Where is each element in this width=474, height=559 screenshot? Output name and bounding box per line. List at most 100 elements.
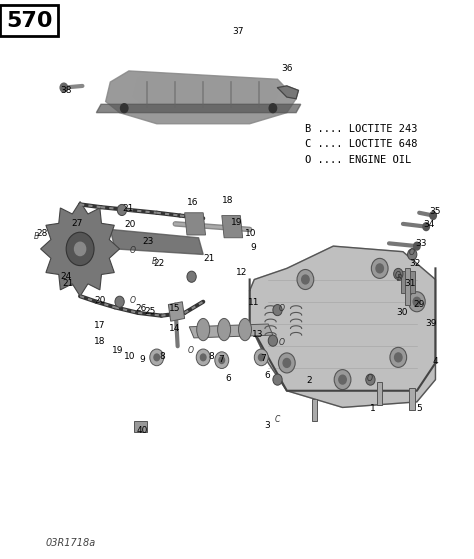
Circle shape <box>301 275 309 284</box>
Text: C: C <box>275 415 280 424</box>
Text: 9: 9 <box>139 354 145 363</box>
Text: O: O <box>129 296 136 305</box>
Circle shape <box>154 354 160 361</box>
Text: 14: 14 <box>169 324 180 333</box>
Text: 28: 28 <box>36 229 47 238</box>
Polygon shape <box>41 202 119 296</box>
Ellipse shape <box>238 319 252 340</box>
Polygon shape <box>134 75 277 112</box>
Text: 21: 21 <box>122 204 134 213</box>
Text: 570: 570 <box>6 11 52 31</box>
Text: O .... ENGINE OIL: O .... ENGINE OIL <box>305 155 411 165</box>
Text: 8: 8 <box>159 352 165 361</box>
Circle shape <box>283 358 291 367</box>
Text: 11: 11 <box>247 299 259 307</box>
Text: B: B <box>397 274 402 283</box>
Text: 22: 22 <box>154 259 164 268</box>
Circle shape <box>269 104 277 112</box>
Circle shape <box>334 369 351 390</box>
Text: 15: 15 <box>169 304 180 313</box>
Text: 39: 39 <box>425 320 437 329</box>
Text: 23: 23 <box>143 237 154 246</box>
Text: 6: 6 <box>264 371 270 380</box>
Circle shape <box>66 232 94 266</box>
Text: 30: 30 <box>396 309 408 318</box>
Text: B .... LOCTITE 243: B .... LOCTITE 243 <box>305 124 418 134</box>
Text: 7: 7 <box>218 354 224 363</box>
Text: 33: 33 <box>416 239 427 248</box>
Text: 31: 31 <box>404 280 416 288</box>
Text: 03R1718a: 03R1718a <box>46 538 96 548</box>
Text: 35: 35 <box>430 207 441 216</box>
Text: 13: 13 <box>252 329 264 339</box>
Text: 10: 10 <box>245 229 256 238</box>
Circle shape <box>423 223 429 230</box>
Text: B: B <box>34 231 39 240</box>
Circle shape <box>117 205 127 216</box>
Text: 20: 20 <box>124 220 136 230</box>
Circle shape <box>254 349 268 366</box>
Text: 18: 18 <box>94 337 106 346</box>
Polygon shape <box>277 86 299 99</box>
Text: 21: 21 <box>203 254 214 263</box>
Text: 34: 34 <box>423 220 434 230</box>
Text: 10: 10 <box>124 352 136 361</box>
Circle shape <box>413 297 420 306</box>
Text: O: O <box>187 346 193 355</box>
Text: O: O <box>278 305 284 314</box>
Circle shape <box>376 264 383 273</box>
Circle shape <box>258 354 264 361</box>
Circle shape <box>297 269 314 290</box>
Text: 20: 20 <box>94 296 106 305</box>
Circle shape <box>408 249 417 260</box>
Circle shape <box>414 242 420 250</box>
Text: O: O <box>366 374 373 383</box>
Text: C .... LOCTITE 648: C .... LOCTITE 648 <box>305 139 418 149</box>
Text: 27: 27 <box>71 219 82 229</box>
Polygon shape <box>189 324 273 338</box>
Circle shape <box>150 349 164 366</box>
Text: 7: 7 <box>260 354 265 363</box>
Circle shape <box>371 258 388 278</box>
Ellipse shape <box>218 319 231 340</box>
Polygon shape <box>401 271 415 293</box>
Circle shape <box>74 242 86 255</box>
Text: 25: 25 <box>144 307 155 316</box>
Polygon shape <box>410 388 415 410</box>
Text: 1: 1 <box>370 404 375 413</box>
Circle shape <box>215 352 229 368</box>
Polygon shape <box>250 246 436 408</box>
Text: 17: 17 <box>94 321 106 330</box>
Text: 6: 6 <box>226 374 232 383</box>
Text: 16: 16 <box>187 198 199 207</box>
Text: O: O <box>408 248 414 257</box>
Circle shape <box>201 354 206 361</box>
Text: 4: 4 <box>433 357 438 366</box>
Text: 21: 21 <box>62 280 73 288</box>
Polygon shape <box>184 213 206 235</box>
Text: 26: 26 <box>136 304 147 313</box>
Text: O: O <box>129 246 136 255</box>
Circle shape <box>390 347 407 367</box>
Circle shape <box>120 104 128 112</box>
Circle shape <box>273 305 282 316</box>
Ellipse shape <box>197 319 210 340</box>
Text: 24: 24 <box>60 272 71 281</box>
Text: 40: 40 <box>136 427 147 435</box>
Circle shape <box>339 375 346 384</box>
Polygon shape <box>134 421 147 433</box>
Circle shape <box>394 353 402 362</box>
Circle shape <box>60 83 68 92</box>
Text: 29: 29 <box>413 300 425 309</box>
Polygon shape <box>377 382 383 405</box>
Polygon shape <box>222 216 243 238</box>
Polygon shape <box>405 268 410 305</box>
Text: 37: 37 <box>233 27 244 36</box>
Circle shape <box>278 353 295 373</box>
Text: 32: 32 <box>409 259 420 268</box>
Text: 3: 3 <box>264 421 270 430</box>
Circle shape <box>115 296 124 307</box>
Polygon shape <box>312 399 318 421</box>
Circle shape <box>219 357 225 363</box>
Text: 9: 9 <box>250 243 256 252</box>
